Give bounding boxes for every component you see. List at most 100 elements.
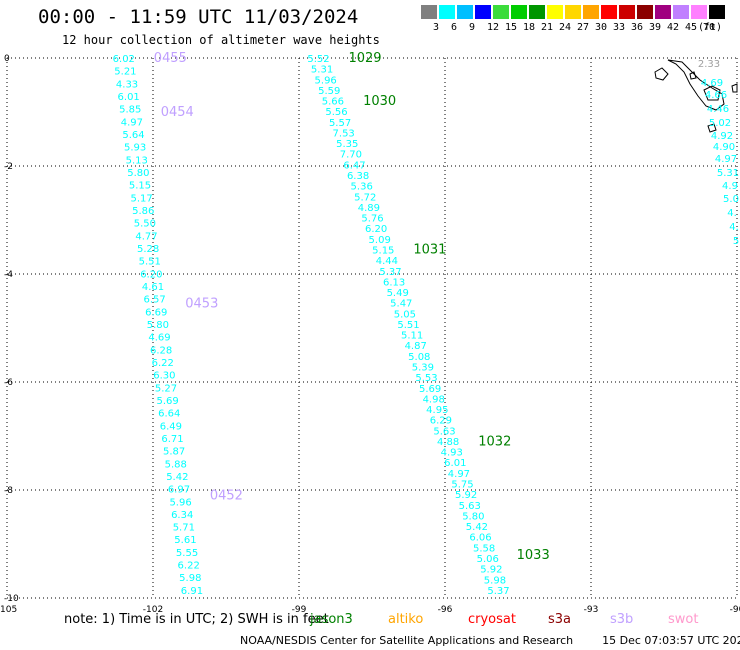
wave-height-value: 5.75 xyxy=(451,480,473,491)
y-tick-label: -4 xyxy=(4,270,13,280)
wave-height-value: 5 xyxy=(733,236,739,247)
wave-height-value: 4.97 xyxy=(121,117,143,128)
wave-height-value: 4.44 xyxy=(376,256,398,267)
wave-height-value: 5.64 xyxy=(122,130,144,141)
note-text: note: 1) Time is in UTC; 2) SWH is in fe… xyxy=(64,612,329,627)
wave-height-value: 4.46 xyxy=(707,104,729,115)
wave-height-value: 4.93 xyxy=(441,448,463,459)
legend-label: 15 xyxy=(505,22,518,33)
wave-height-value: 5.15 xyxy=(129,181,151,192)
color-legend: 3 6 9 12 15 18 21 24 27 30 33 36 39 42 45 70 (ft) xyxy=(421,5,731,35)
legend-swatch xyxy=(547,5,563,19)
wave-height-value: 5.13 xyxy=(126,155,148,166)
legend-swatch xyxy=(493,5,509,19)
wave-height-value: 4.66 xyxy=(705,90,727,101)
legend-swatch xyxy=(421,5,437,19)
wave-height-value: 5.80 xyxy=(147,320,169,331)
wave-height-value: 6.20 xyxy=(365,224,387,235)
legend-label: 24 xyxy=(559,22,572,33)
wave-height-value: 5.76 xyxy=(361,214,383,225)
wave-height-value: 5.42 xyxy=(166,472,188,483)
wave-height-value: 5.11 xyxy=(401,331,423,342)
legend-label: 12 xyxy=(487,22,500,33)
wave-height-value: 6.97 xyxy=(168,485,190,496)
footer-center: NOAA/NESDIS Center for Satellite Applica… xyxy=(240,634,574,647)
legend-label: 30 xyxy=(595,22,608,33)
wave-height-value: 5.52 xyxy=(307,54,329,65)
wave-height-value: 4.92 xyxy=(711,131,733,142)
wave-height-value: 5.96 xyxy=(169,497,191,508)
wave-height-value: 5.39 xyxy=(412,363,434,374)
wave-height-value: 5.36 xyxy=(351,182,373,193)
legend-label: 39 xyxy=(649,22,662,33)
wave-height-value: 4.61 xyxy=(142,282,164,293)
wave-height-value: 4.98 xyxy=(423,394,445,405)
wave-height-value: 5.50 xyxy=(134,219,156,230)
satellite-cryosat: cryosat xyxy=(468,612,516,627)
y-tick-label: 0 xyxy=(4,54,10,64)
wave-height-value: 6.57 xyxy=(143,295,165,306)
legend-label: 45 xyxy=(685,22,698,33)
legend-swatch xyxy=(565,5,581,19)
x-tick-label: -102 xyxy=(143,605,163,615)
wave-height-value: 5.35 xyxy=(336,139,358,150)
wave-height-value: 4.77 xyxy=(135,231,157,242)
wave-height-value: 6.38 xyxy=(347,171,369,182)
legend-label: 21 xyxy=(541,22,554,33)
wave-height-value: 5.63 xyxy=(433,426,455,437)
wave-height-value: 5.80 xyxy=(127,168,149,179)
wave-height-value: 5.51 xyxy=(139,257,161,268)
wave-height-value: 5.85 xyxy=(119,105,141,116)
track-time-label: 0454 xyxy=(161,105,194,120)
altimeter-tracks: 6.025.214.336.015.854.975.645.935.135.80… xyxy=(113,51,740,597)
legend-label: 27 xyxy=(577,22,590,33)
track-time-label: 0455 xyxy=(154,51,187,66)
wave-height-value: 6.64 xyxy=(158,409,180,420)
satellite-swot: swot xyxy=(668,612,699,627)
wave-height-value: 5.59 xyxy=(318,86,340,97)
wave-height-value: 5.15 xyxy=(372,245,394,256)
wave-height-value: 4.33 xyxy=(116,79,138,90)
satellite-altiko: altiko xyxy=(388,612,424,627)
wave-height-value: 4.97 xyxy=(448,469,470,480)
wave-height-value: 5.27 xyxy=(155,383,177,394)
wave-height-value: 7.70 xyxy=(340,150,362,161)
track-time-label: 1033 xyxy=(517,548,550,563)
wave-height-value: 6.22 xyxy=(152,358,174,369)
track-left: 6.02 5.214.33 6.01 5.854.97 5.64 5.935.13 5.80… xyxy=(113,51,243,597)
x-tick-label: -105 xyxy=(0,605,17,615)
track-time-label: 1029 xyxy=(348,51,381,66)
wave-height-value: 7.53 xyxy=(333,128,355,139)
wave-height-value: 5.80 xyxy=(462,511,484,522)
wave-height-value: 6.71 xyxy=(161,434,183,445)
wave-height-value: 5.98 xyxy=(484,575,506,586)
track-time-label: 1031 xyxy=(413,243,446,258)
wave-height-value: 5.69 xyxy=(156,396,178,407)
legend-swatch xyxy=(457,5,473,19)
wave-height-value: 4.69 xyxy=(701,78,723,89)
wave-height-value: 6.49 xyxy=(160,421,182,432)
legend-label: (ft) xyxy=(698,22,723,33)
wave-height-value: 5.49 xyxy=(387,288,409,299)
satellite-jason3: jason3 xyxy=(310,612,353,627)
x-tick-label: -93 xyxy=(584,605,599,615)
y-tick-label: -10 xyxy=(4,594,19,604)
island-outline xyxy=(667,59,725,111)
page-title: 00:00 - 11:59 UTC 11/03/2024 xyxy=(38,6,359,28)
page-subtitle: 12 hour collection of altimeter wave hei… xyxy=(62,33,380,47)
legend-swatch xyxy=(439,5,455,19)
wave-height-value: 5.61 xyxy=(174,535,196,546)
wave-height-value: 4.69 xyxy=(148,333,170,344)
legend-label: 18 xyxy=(523,22,536,33)
wave-height-value: 6.02 xyxy=(113,54,135,65)
wave-height-value: 5.57 xyxy=(329,118,351,129)
wave-height-value: 5.88 xyxy=(165,459,187,470)
wave-height-value: 5.72 xyxy=(354,192,376,203)
wave-height-value: 6.01 xyxy=(118,92,140,103)
galapagos-islands xyxy=(654,59,738,133)
wave-height-value: 6.28 xyxy=(150,345,172,356)
wave-height-value: 6.30 xyxy=(153,371,175,382)
wave-height-value: 5.31 xyxy=(717,168,739,179)
